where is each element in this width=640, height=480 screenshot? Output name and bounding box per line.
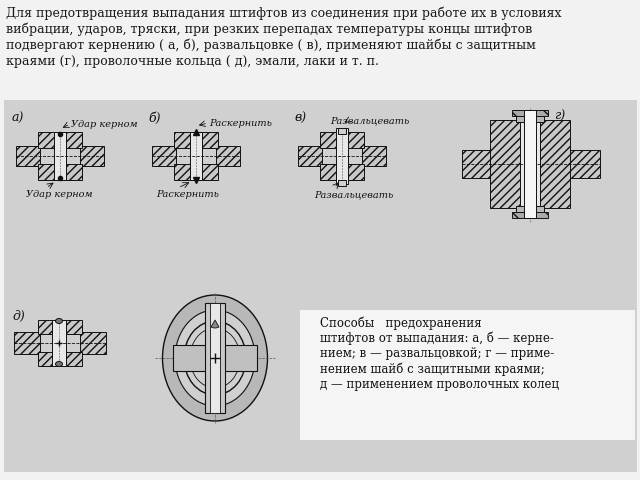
Bar: [524, 110, 536, 218]
Text: Развальцевать: Развальцевать: [314, 190, 393, 199]
Text: Раскернить: Раскернить: [209, 119, 272, 128]
Bar: [362, 146, 386, 166]
Bar: [320, 132, 364, 148]
Bar: [512, 212, 548, 218]
Text: а): а): [12, 112, 24, 125]
Bar: [490, 120, 570, 208]
Text: д): д): [12, 310, 25, 323]
Bar: [216, 146, 240, 166]
Bar: [210, 303, 220, 413]
Text: подвергают кернению ( а, б), развальцовке ( в), применяют шайбы с защитным: подвергают кернению ( а, б), развальцовк…: [6, 39, 536, 52]
Text: вибрации, ударов, тряски, при резких перепадах температуры концы штифтов: вибрации, ударов, тряски, при резких пер…: [6, 23, 532, 36]
Bar: [462, 150, 492, 178]
Bar: [38, 352, 82, 366]
Wedge shape: [211, 320, 219, 328]
Bar: [16, 146, 40, 166]
Ellipse shape: [56, 361, 63, 367]
Bar: [52, 320, 66, 366]
Bar: [338, 180, 346, 186]
Ellipse shape: [56, 319, 63, 324]
Text: Раскернить: Раскернить: [156, 190, 219, 199]
Bar: [568, 150, 600, 178]
Bar: [338, 128, 346, 134]
Bar: [38, 320, 82, 334]
Text: в): в): [294, 112, 306, 125]
Ellipse shape: [175, 310, 255, 406]
Bar: [38, 164, 82, 180]
Bar: [320, 164, 364, 180]
Bar: [173, 345, 257, 371]
Text: Развальцевать: Развальцевать: [330, 116, 409, 125]
Text: г): г): [554, 110, 565, 123]
Text: Способы   предохранения
штифтов от выпадания: а, б — керне-
нием; в — развальцов: Способы предохранения штифтов от выпадан…: [320, 316, 559, 391]
Bar: [300, 310, 635, 440]
Bar: [190, 132, 202, 180]
Bar: [298, 146, 322, 166]
Text: б): б): [148, 112, 161, 125]
Bar: [516, 206, 544, 214]
Ellipse shape: [163, 295, 268, 421]
Bar: [80, 146, 104, 166]
Bar: [152, 146, 176, 166]
Bar: [4, 100, 637, 472]
Bar: [336, 128, 348, 184]
Bar: [174, 164, 218, 180]
Text: Удар керном: Удар керном: [71, 120, 138, 129]
Bar: [14, 332, 40, 354]
Bar: [520, 120, 540, 208]
Text: Для предотвращения выпадания штифтов из соединения при работе их в условиях: Для предотвращения выпадания штифтов из …: [6, 7, 561, 21]
Bar: [174, 132, 218, 148]
Bar: [54, 132, 66, 180]
Bar: [38, 132, 82, 148]
Bar: [80, 332, 106, 354]
Bar: [516, 114, 544, 122]
Text: Удар керном: Удар керном: [26, 190, 93, 199]
Bar: [512, 110, 548, 116]
Text: краями (г), проволочные кольца ( д), эмали, лаки и т. п.: краями (г), проволочные кольца ( д), эма…: [6, 55, 379, 68]
Bar: [205, 303, 225, 413]
